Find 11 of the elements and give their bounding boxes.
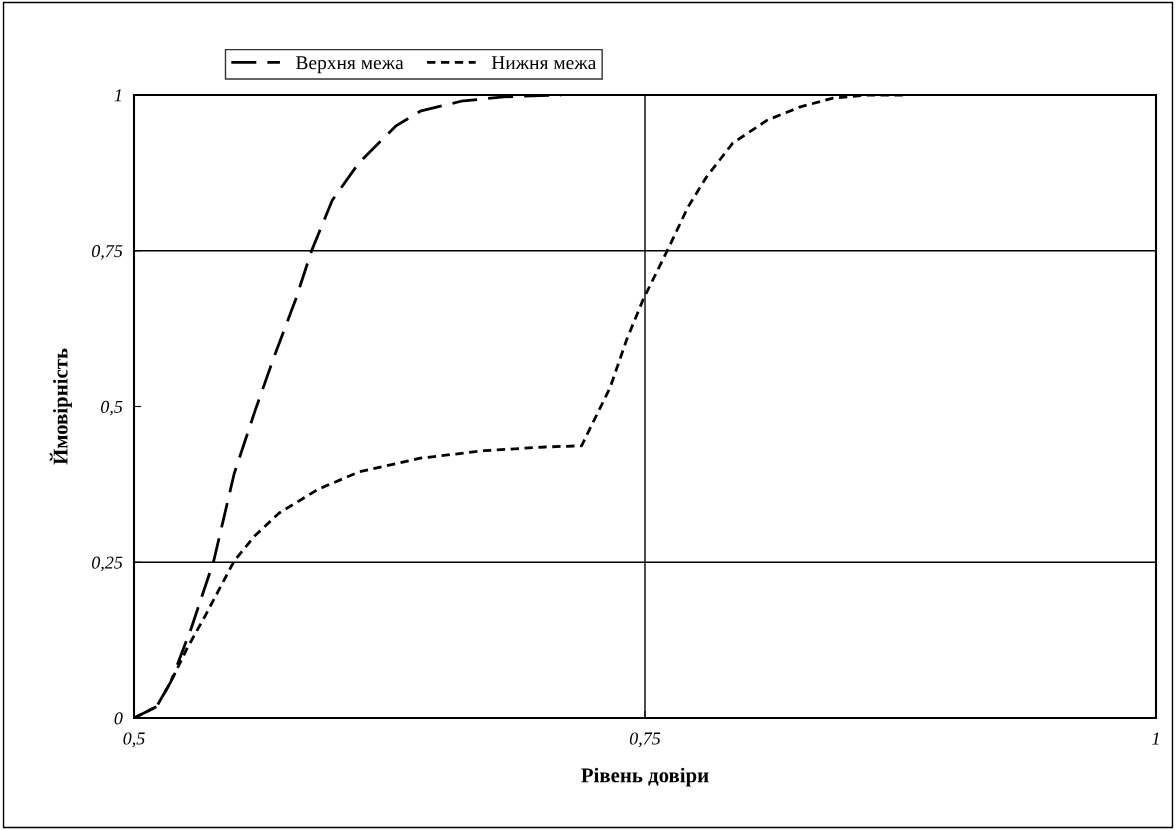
y-tick-label: 0,75 <box>91 245 123 260</box>
y-tick-label: 0 <box>114 712 123 725</box>
x-axis-title: Рівень довіри <box>581 767 709 787</box>
x-tick-label: 1 <box>1152 732 1159 745</box>
y-tick-label: 0,5 <box>101 400 123 416</box>
x-tick-label: 0,75 <box>629 732 661 748</box>
y-axis-title: Ймовірність <box>49 348 72 465</box>
legend-label: Нижня межа <box>491 56 597 70</box>
y-tick-label: 0,25 <box>91 556 123 572</box>
legend-label: Верхня межа <box>296 56 404 74</box>
y-tick-label: 1 <box>114 89 121 102</box>
